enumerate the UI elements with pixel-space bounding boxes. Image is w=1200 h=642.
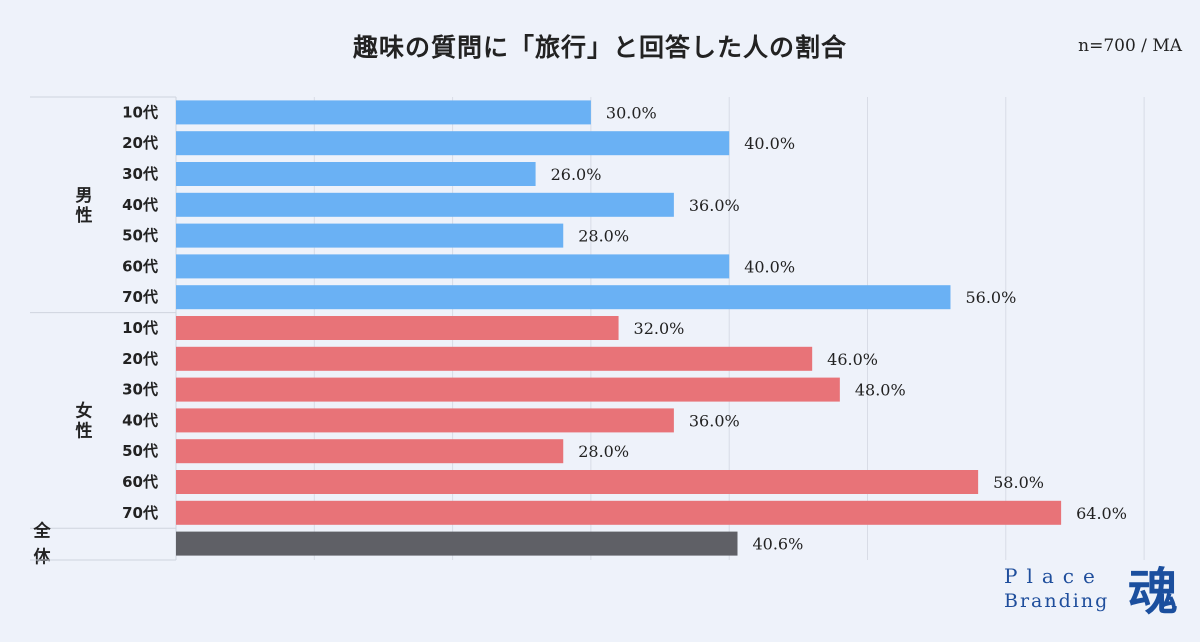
category-axis: 男性10代20代30代40代50代60代70代女性10代20代30代40代50代… (30, 96, 177, 568)
category-tick-label: 70代 (122, 504, 158, 522)
bar-50代 (176, 223, 564, 248)
bar-60代 (176, 254, 730, 279)
bar-70代 (176, 500, 1062, 525)
place-branding-logo: Place Branding 魂 (998, 564, 1178, 624)
category-tick-label: 50代 (122, 227, 158, 245)
bar-30代 (176, 377, 840, 402)
bar-value-label: 64.0% (1076, 504, 1127, 523)
category-tick-label: 40代 (122, 411, 158, 429)
logo-text-branding: Branding (1004, 590, 1110, 612)
logo-kanji: 魂 (1128, 562, 1178, 621)
bar-value-label: 48.0% (855, 381, 906, 400)
bar-value-label: 40.0% (744, 134, 795, 153)
category-tick-label: 20代 (122, 350, 158, 368)
category-tick-label: 60代 (122, 257, 158, 275)
category-tick-label: 70代 (122, 288, 158, 306)
bar-value-label: 30.0% (606, 103, 657, 122)
bar-value-label: 26.0% (551, 165, 602, 184)
bar-value-label: 36.0% (689, 411, 740, 430)
group-label: 全体 (33, 521, 52, 568)
chart-title: 趣味の質問に「旅行」と回答した人の割合 (352, 33, 847, 62)
bar-10代 (176, 100, 591, 125)
bar-10代 (176, 316, 619, 340)
bar-value-label: 36.0% (689, 196, 740, 215)
category-tick-label: 60代 (122, 473, 158, 491)
bar-value-label: 46.0% (827, 350, 878, 369)
logo-text-place: Place (1004, 564, 1104, 588)
category-tick-label: 10代 (122, 319, 158, 337)
bar-70代 (176, 285, 951, 310)
group-label: 男性 (76, 186, 93, 226)
bar-value-label: 58.0% (993, 473, 1044, 492)
bar-value-label: 28.0% (578, 227, 629, 246)
bar-total (176, 531, 738, 556)
bar-value-label: 28.0% (578, 442, 629, 461)
bar-50代 (176, 439, 564, 464)
bar-20代 (176, 346, 813, 371)
group-label: 女性 (76, 400, 93, 441)
bar-20代 (176, 131, 730, 156)
bar-60代 (176, 470, 979, 494)
sample-note: n=700 / MA (1078, 36, 1182, 56)
category-tick-label: 30代 (122, 165, 158, 183)
category-tick-label: 50代 (122, 442, 158, 460)
category-tick-label: 40代 (122, 196, 158, 214)
bar-30代 (176, 162, 536, 186)
bar-series: 30.0% 40.0% 26.0% 36.0% 28.0% 40.0% 56.0% 32.0%… (176, 100, 1127, 556)
bar-value-label: 32.0% (634, 319, 685, 338)
category-tick-label: 10代 (122, 103, 158, 121)
category-tick-label: 30代 (122, 381, 158, 399)
bar-40代 (176, 408, 674, 433)
bar-value-label: 40.6% (752, 535, 803, 554)
category-tick-label: 20代 (122, 134, 158, 152)
bar-value-label: 40.0% (744, 257, 795, 276)
bar-40代 (176, 192, 674, 217)
bar-value-label: 56.0% (965, 288, 1016, 307)
